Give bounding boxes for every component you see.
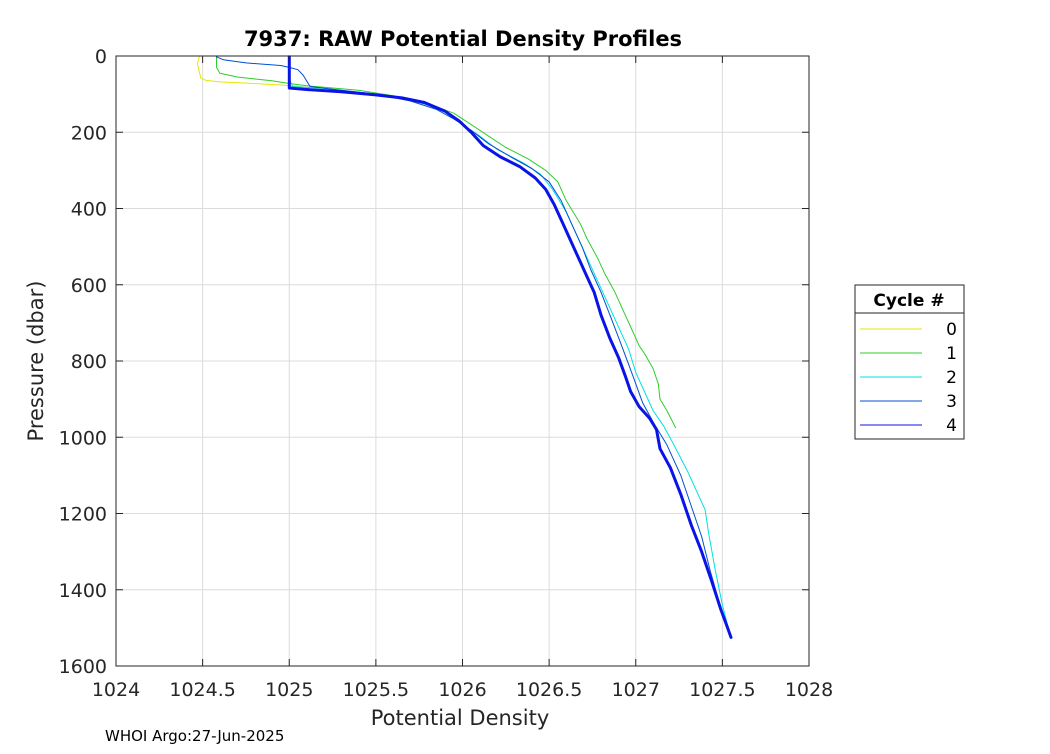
legend-box: [854, 284, 965, 440]
legend-label-cycle-4: 4: [946, 416, 957, 436]
legend-label-cycle-0: 0: [946, 320, 957, 340]
x-tick-label: 1027.5: [689, 679, 755, 701]
x-tick-label: 1025: [265, 679, 313, 701]
legend: Cycle # 0 1 2 3 4: [854, 284, 965, 440]
y-tick-label: 1400: [59, 580, 107, 602]
x-tick-label: 1024.5: [169, 679, 235, 701]
x-tick-label: 1026: [438, 679, 486, 701]
legend-label-cycle-1: 1: [946, 344, 957, 364]
legend-label-cycle-3: 3: [946, 392, 957, 412]
y-tick-label: 600: [71, 275, 107, 297]
y-tick-label: 1600: [59, 656, 107, 678]
series-line-cycle-3: [216, 56, 732, 638]
x-tick-label: 1025.5: [343, 679, 409, 701]
y-tick-label: 800: [71, 351, 107, 373]
legend-title: Cycle #: [873, 291, 944, 311]
y-tick-label: 0: [95, 46, 107, 68]
x-tick-label: 1027: [612, 679, 660, 701]
series-line-cycle-1: [216, 56, 677, 429]
y-axis-label: Pressure (dbar): [24, 281, 48, 442]
ticks: 1024 1024.5 1025 1025.5 1026 1026.5 1027 1027.5…: [59, 46, 834, 701]
y-tick-label: 1200: [59, 504, 107, 526]
x-axis-label: Potential Density: [371, 706, 550, 730]
series-line-cycle-4: [287, 55, 733, 639]
x-tick-label: 1026.5: [516, 679, 582, 701]
series-layer: [196, 55, 733, 639]
y-tick-label: 400: [71, 199, 107, 221]
footer-text: WHOI Argo:27-Jun-2025: [105, 727, 284, 745]
x-tick-label: 1028: [785, 679, 833, 701]
legend-items: 0 1 2 3 4: [860, 320, 957, 436]
x-tick-label: 1024: [92, 679, 140, 701]
y-tick-label: 1000: [59, 427, 107, 449]
legend-label-cycle-2: 2: [946, 368, 957, 388]
y-tick-label: 200: [71, 122, 107, 144]
chart-title: 7937: RAW Potential Density Profiles: [244, 27, 682, 51]
